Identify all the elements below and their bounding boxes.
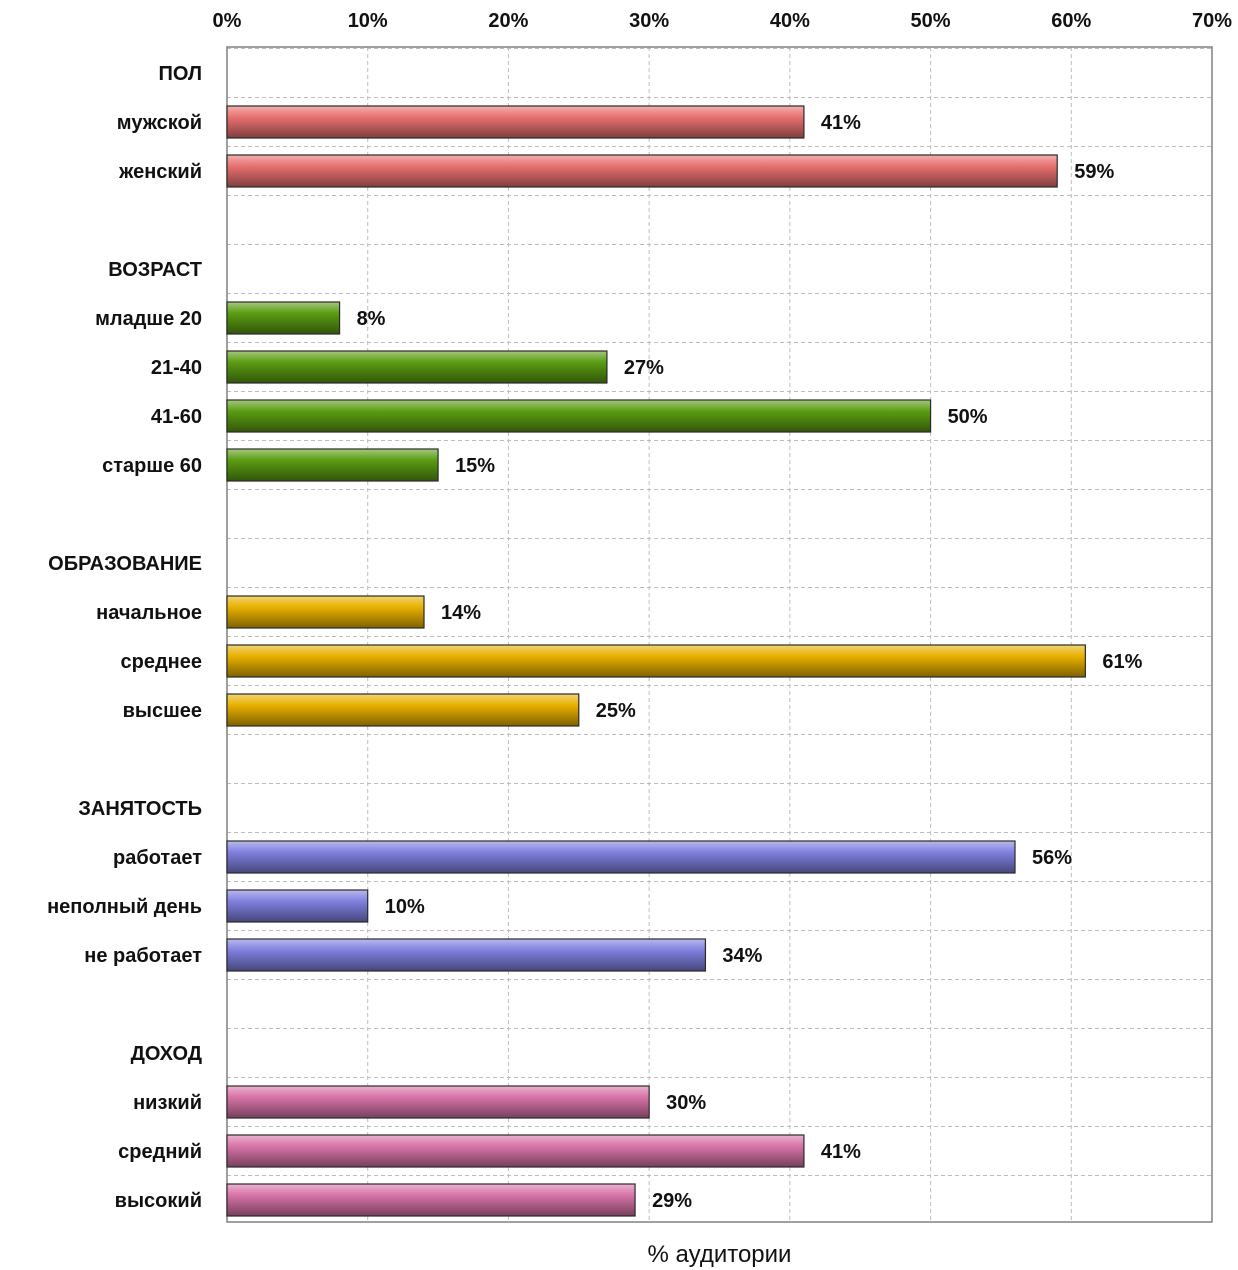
bar — [226, 399, 932, 433]
data-label: 59% — [1074, 161, 1114, 183]
group-label: ДОХОД — [131, 1043, 202, 1065]
data-label: 10% — [385, 896, 425, 918]
data-label: 8% — [357, 308, 386, 330]
x-tick-label: 30% — [629, 10, 669, 32]
data-label: 34% — [722, 945, 762, 967]
bars — [226, 105, 1086, 1217]
bar — [226, 1085, 650, 1119]
group-label: ЗАНЯТОСТЬ — [78, 798, 202, 820]
data-label: 41% — [821, 1141, 861, 1163]
data-label: 27% — [624, 357, 664, 379]
data-label: 41% — [821, 112, 861, 134]
data-label: 25% — [596, 700, 636, 722]
category-label: высшее — [123, 700, 202, 722]
category-label: начальное — [96, 602, 202, 624]
x-tick-label: 50% — [911, 10, 951, 32]
category-label: высокий — [115, 1190, 202, 1212]
bar — [226, 301, 341, 335]
x-tick-label: 70% — [1192, 10, 1232, 32]
x-tick-label: 0% — [213, 10, 242, 32]
bar — [226, 1183, 636, 1217]
category-label: неполный день — [47, 896, 202, 918]
bar — [226, 889, 369, 923]
data-label: 29% — [652, 1190, 692, 1212]
category-label: женский — [118, 161, 202, 183]
grid — [226, 46, 1213, 1223]
category-label: 21-40 — [151, 357, 202, 379]
bar — [226, 595, 425, 629]
category-label: не работает — [84, 945, 202, 967]
bar — [226, 448, 439, 482]
x-tick-label: 40% — [770, 10, 810, 32]
labels: 0% 10% 20% 30% 40% 50% 60% 70% ПОЛ мужской 41% женс… — [47, 10, 1232, 1212]
category-label: мужской — [117, 112, 202, 134]
bar — [226, 693, 580, 727]
data-label: 15% — [455, 455, 495, 477]
category-label: средний — [118, 1141, 202, 1163]
bar — [226, 644, 1086, 678]
bar — [226, 105, 805, 139]
data-label: 56% — [1032, 847, 1072, 869]
data-label: 61% — [1102, 651, 1142, 673]
bar — [226, 840, 1016, 874]
bar — [226, 938, 707, 972]
group-label: ПОЛ — [159, 63, 202, 85]
bar — [226, 350, 608, 384]
category-label: 41-60 — [151, 406, 202, 428]
category-label: младше 20 — [95, 308, 202, 330]
x-axis-title: % аудитории — [648, 1241, 792, 1268]
data-label: 30% — [666, 1092, 706, 1114]
x-tick-label: 10% — [348, 10, 388, 32]
data-label: 50% — [948, 406, 988, 428]
category-label: старше 60 — [102, 455, 202, 477]
category-label: низкий — [133, 1092, 202, 1114]
bar — [226, 1134, 805, 1168]
bar — [226, 154, 1058, 188]
data-label: 14% — [441, 602, 481, 624]
plot-frame — [226, 46, 1213, 1223]
group-label: ОБРАЗОВАНИЕ — [48, 553, 202, 575]
category-label: работает — [113, 847, 202, 869]
group-label: ВОЗРАСТ — [108, 259, 202, 281]
category-label: среднее — [121, 651, 202, 673]
x-tick-label: 20% — [488, 10, 528, 32]
x-tick-label: 60% — [1051, 10, 1091, 32]
